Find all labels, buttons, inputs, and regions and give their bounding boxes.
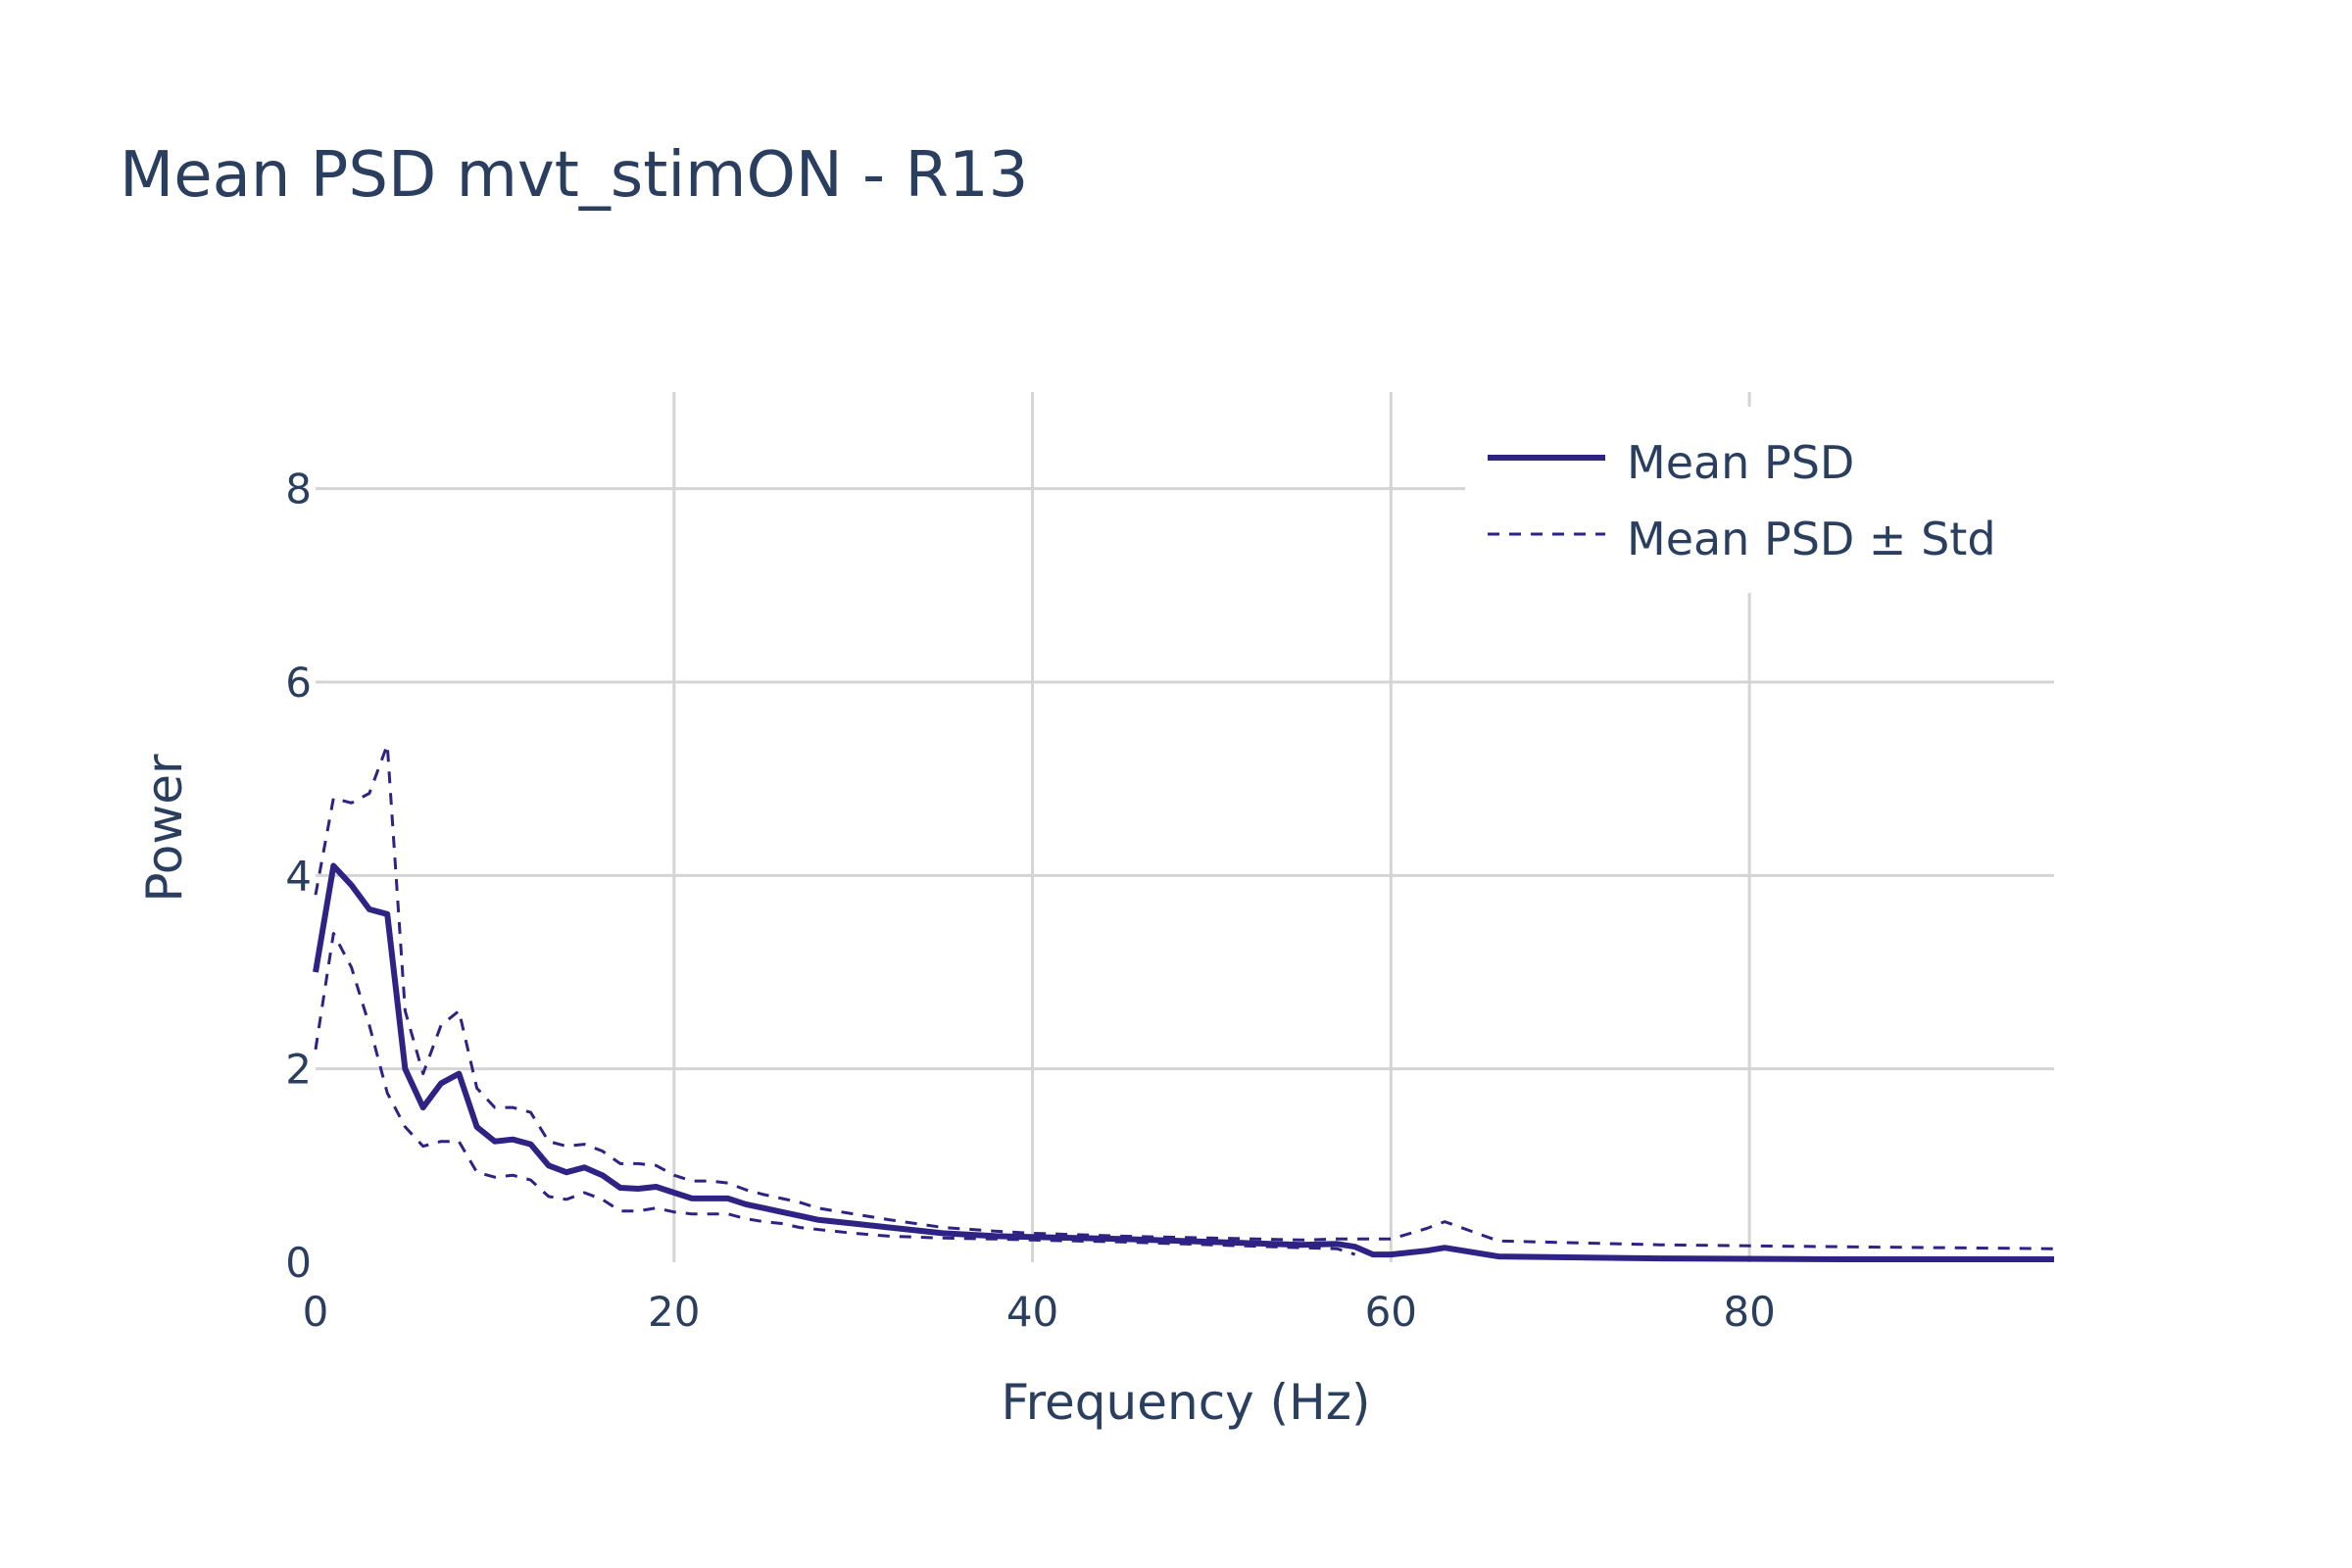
chart-title: Mean PSD mvt_stimON - R13 [120, 139, 1028, 212]
x-tick-label: 40 [1006, 1288, 1058, 1336]
y-tick-label: 6 [285, 659, 312, 707]
std-upper-line [314, 743, 2055, 1250]
y-tick-label: 8 [285, 466, 312, 514]
legend-label-std: Mean PSD ± Std [1627, 513, 1996, 565]
legend[interactable]: Mean PSD Mean PSD ± Std [1465, 407, 2058, 593]
x-tick-label: 80 [1723, 1288, 1775, 1336]
x-axis-title: Frequency (Hz) [1001, 1374, 1370, 1431]
mean-psd-line [313, 862, 2054, 1262]
y-tick-label: 0 [285, 1239, 312, 1287]
axis-tick-labels: 0 20 40 60 80 0 2 4 6 8 [285, 466, 1776, 1336]
x-tick-label: 0 [303, 1288, 329, 1336]
y-tick-label: 2 [285, 1046, 312, 1094]
legend-box [1465, 407, 2058, 593]
series-lines [313, 743, 2055, 1262]
x-tick-label: 20 [648, 1288, 700, 1336]
legend-label-mean: Mean PSD [1627, 436, 1854, 489]
x-tick-label: 60 [1365, 1288, 1417, 1336]
y-tick-label: 4 [285, 852, 312, 900]
y-axis-title: Power [136, 754, 193, 903]
